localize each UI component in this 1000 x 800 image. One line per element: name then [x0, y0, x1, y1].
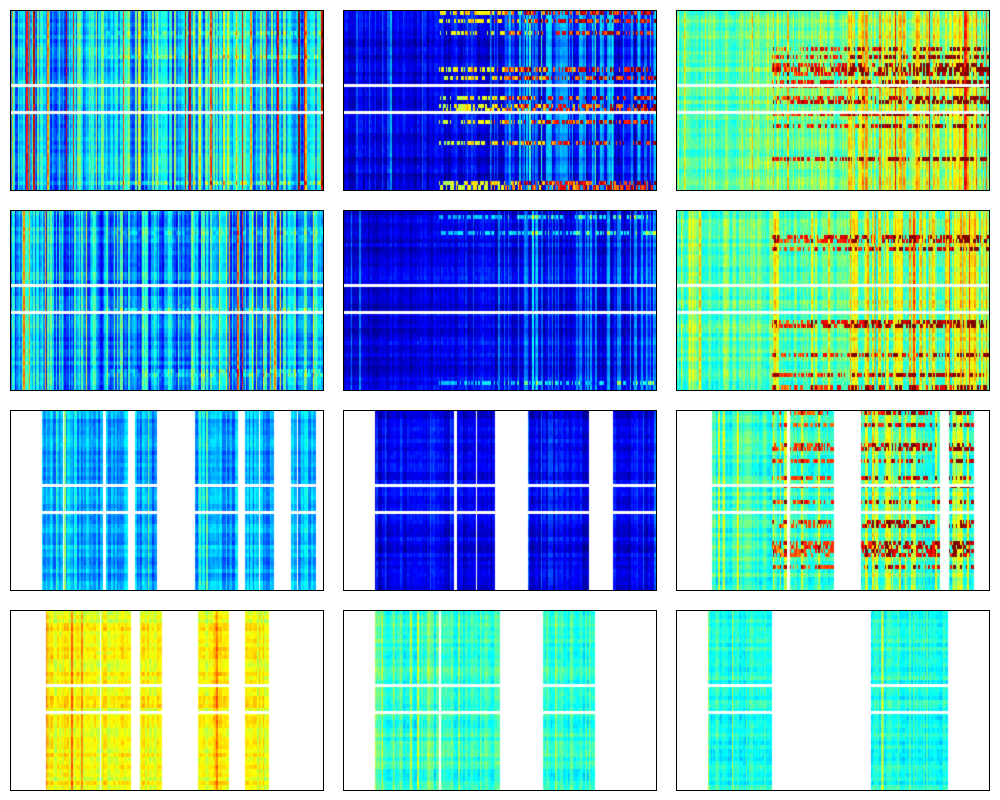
heatmap-panel-r3-c3: [676, 410, 990, 591]
heatmap-panel-r4-c3: [676, 610, 990, 791]
heatmap-cells: [677, 211, 989, 390]
heatmap-cells: [11, 11, 323, 190]
heatmap-panel-r3-c1: [10, 410, 324, 591]
heatmap-cells: [11, 611, 323, 790]
heatmap-panel-r1-c1: [10, 10, 324, 191]
heatmap-cells: [344, 211, 656, 390]
heatmap-panel-r2-c2: [343, 210, 657, 391]
heatmap-cells: [344, 11, 656, 190]
heatmap-cells: [11, 411, 323, 590]
heatmap-cells: [677, 411, 989, 590]
heatmap-cells: [344, 411, 656, 590]
heatmap-panel-r4-c2: [343, 610, 657, 791]
heatmap-panel-r2-c1: [10, 210, 324, 391]
heatmap-panel-r4-c1: [10, 610, 324, 791]
heatmap-panel-r1-c3: [676, 10, 990, 191]
heatmap-cells: [677, 11, 989, 190]
heatmap-panel-r2-c3: [676, 210, 990, 391]
heatmap-cells: [344, 611, 656, 790]
heatmap-cells: [677, 611, 989, 790]
heatmap-panel-r3-c2: [343, 410, 657, 591]
heatmap-panel-r1-c2: [343, 10, 657, 191]
heatmap-cells: [11, 211, 323, 390]
